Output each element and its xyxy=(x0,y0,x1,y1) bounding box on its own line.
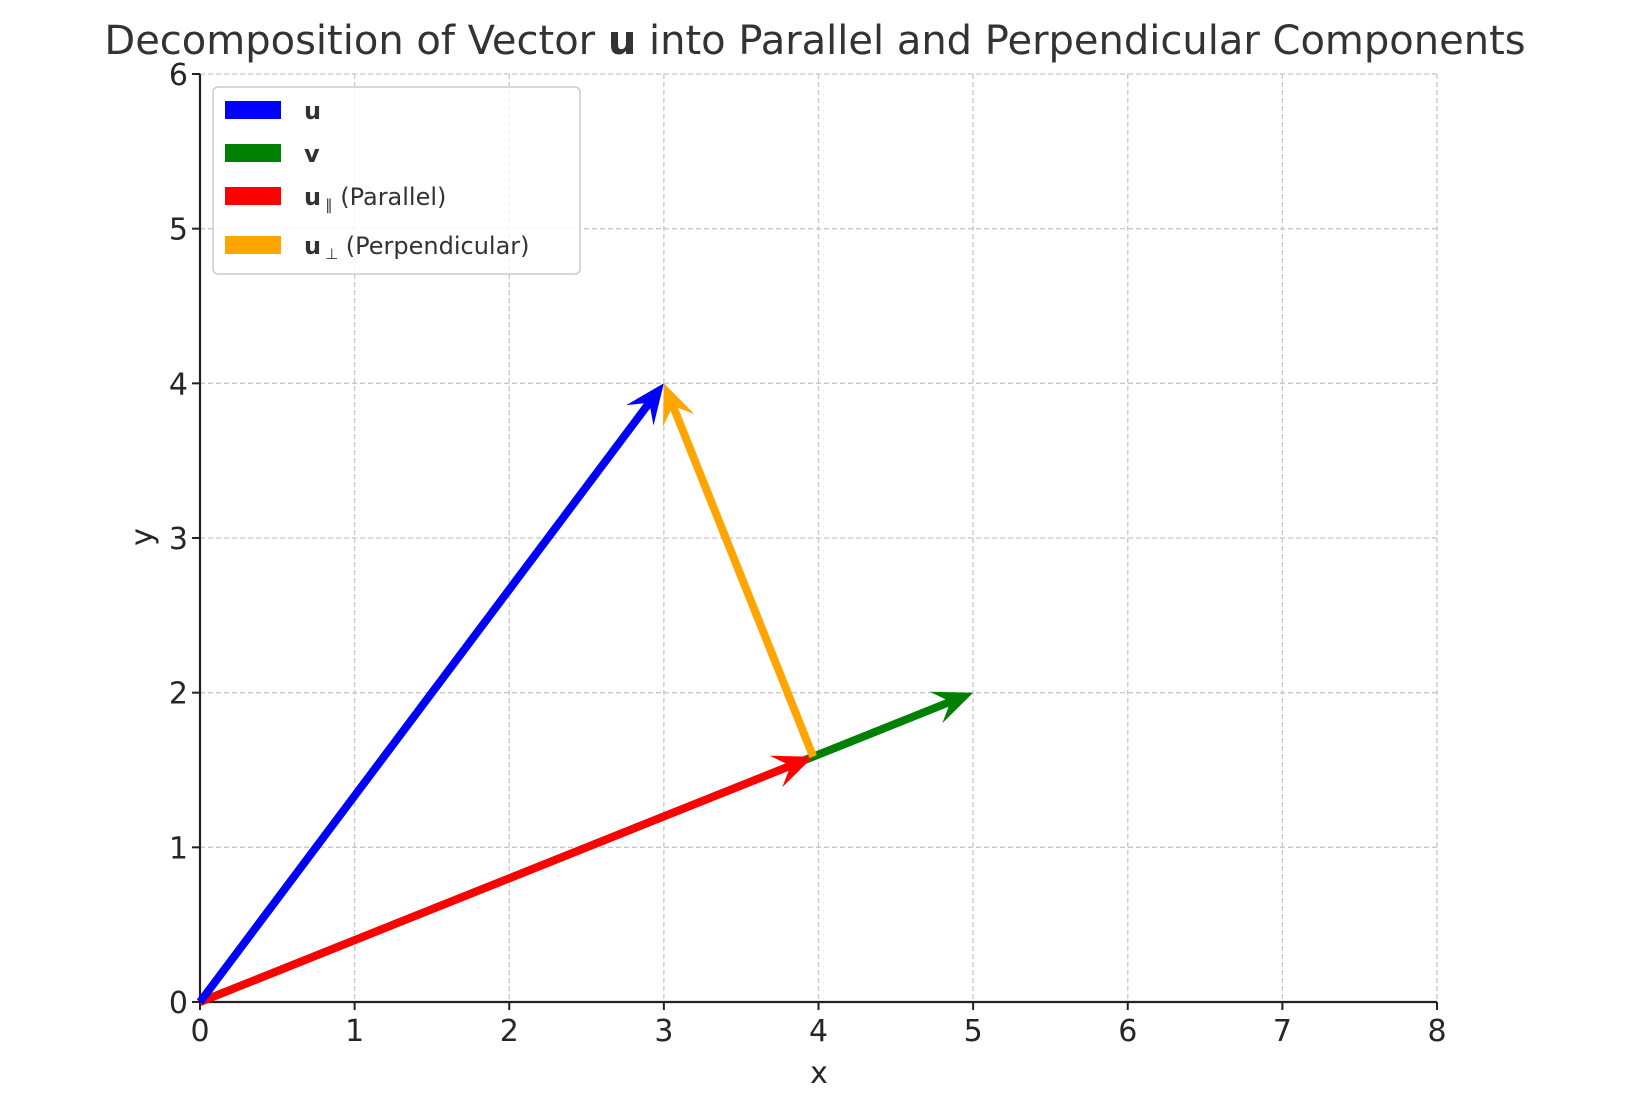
legend-swatch-u xyxy=(225,101,281,119)
legend-label-u: u xyxy=(304,97,321,125)
legend-label-subscript: ∥ xyxy=(325,196,333,214)
legend: uvu ∥ (Parallel)u ⊥ (Perpendicular) xyxy=(212,86,581,275)
vector-u-perp-arrow xyxy=(662,383,817,759)
y-tick-label-3: 3 xyxy=(169,522,188,557)
vectors xyxy=(196,383,974,1006)
legend-label-v: v xyxy=(304,140,320,168)
y-tick-label-0: 0 xyxy=(169,986,188,1021)
legend-label-bold: u xyxy=(304,232,321,260)
legend-label-subscript: ⊥ xyxy=(325,245,338,263)
legend-label-u-perp: u ⊥ (Perpendicular) xyxy=(304,232,530,263)
legend-box xyxy=(212,86,581,275)
tick-labels: 0 1 2 3 4 5 6 7 8 0 1 2 3 4 5 6 xyxy=(169,58,1447,1049)
legend-swatch-u-par xyxy=(225,187,281,205)
y-tick-label-6: 6 xyxy=(169,58,188,93)
legend-label-bold: v xyxy=(304,140,320,168)
legend-label-bold: u xyxy=(304,183,321,211)
chart-title-prefix: Decomposition of Vector xyxy=(104,18,607,64)
y-tick-label-4: 4 xyxy=(169,367,188,402)
y-axis-label: y xyxy=(125,528,160,546)
x-tick-label-0: 0 xyxy=(190,1014,209,1049)
x-tick-label-4: 4 xyxy=(809,1014,828,1049)
vector-u-arrow xyxy=(196,383,664,1005)
y-tick-label-1: 1 xyxy=(169,831,188,866)
x-tick-label-1: 1 xyxy=(345,1014,364,1049)
x-tick-label-6: 6 xyxy=(1118,1014,1137,1049)
y-tick-label-2: 2 xyxy=(169,677,188,712)
vector-u-par-arrow xyxy=(198,755,814,1006)
legend-swatch-v xyxy=(225,144,281,162)
x-tick-label-2: 2 xyxy=(500,1014,519,1049)
x-tick-label-8: 8 xyxy=(1427,1014,1446,1049)
legend-label-text: (Perpendicular) xyxy=(338,232,529,260)
y-tick-label-5: 5 xyxy=(169,213,188,248)
legend-label-text: (Parallel) xyxy=(333,183,447,211)
legend-label-u-par: u ∥ (Parallel) xyxy=(304,183,446,214)
chart-title: Decomposition of Vector u into Parallel … xyxy=(104,18,1525,64)
chart-title-suffix: into Parallel and Perpendicular Componen… xyxy=(636,18,1525,64)
chart-title-bold: u xyxy=(608,18,636,64)
x-tick-label-5: 5 xyxy=(964,1014,983,1049)
x-tick-label-3: 3 xyxy=(654,1014,673,1049)
legend-label-bold: u xyxy=(304,97,321,125)
x-tick-label-7: 7 xyxy=(1273,1014,1292,1049)
legend-swatch-u-perp xyxy=(225,236,281,254)
x-axis-label: x xyxy=(810,1056,828,1091)
